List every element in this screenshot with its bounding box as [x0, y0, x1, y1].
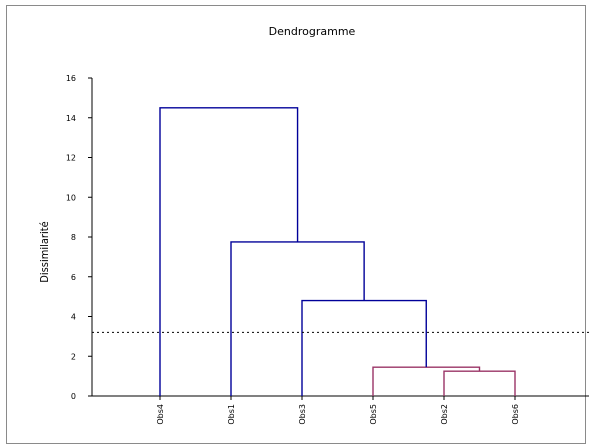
dendrogram-link [230, 241, 365, 396]
axes [91, 78, 589, 397]
y-axis-ticks: 0 2 4 6 8 10 12 14 16 [66, 74, 92, 401]
y-tick-label: 10 [66, 193, 76, 202]
leaf-labels: Obs4 Obs1 Obs3 Obs5 Obs2 Obs6 [156, 396, 520, 425]
chart-title: Dendrogramme [269, 25, 356, 38]
dendrogram-link [301, 299, 427, 396]
leaf-label: Obs2 [440, 404, 449, 425]
y-tick-label: 8 [71, 233, 76, 242]
y-tick-label: 14 [66, 114, 76, 123]
dendrogram-links [92, 107, 589, 396]
y-tick-label: 12 [66, 154, 76, 163]
y-axis-label: Dissimilarité [38, 221, 51, 282]
y-tick-label: 0 [71, 392, 76, 401]
leaf-label: Obs1 [227, 404, 236, 425]
leaf-label: Obs5 [369, 404, 378, 425]
y-tick-label: 6 [71, 273, 76, 282]
dendrogram-link [159, 107, 299, 396]
leaf-label: Obs3 [298, 404, 307, 425]
y-tick-label: 4 [71, 313, 76, 322]
leaf-label: Obs4 [156, 404, 165, 425]
dendrogram-link [443, 370, 516, 396]
y-tick-label: 2 [71, 352, 76, 361]
leaf-label: Obs6 [511, 404, 520, 425]
y-tick-label: 16 [66, 74, 76, 83]
